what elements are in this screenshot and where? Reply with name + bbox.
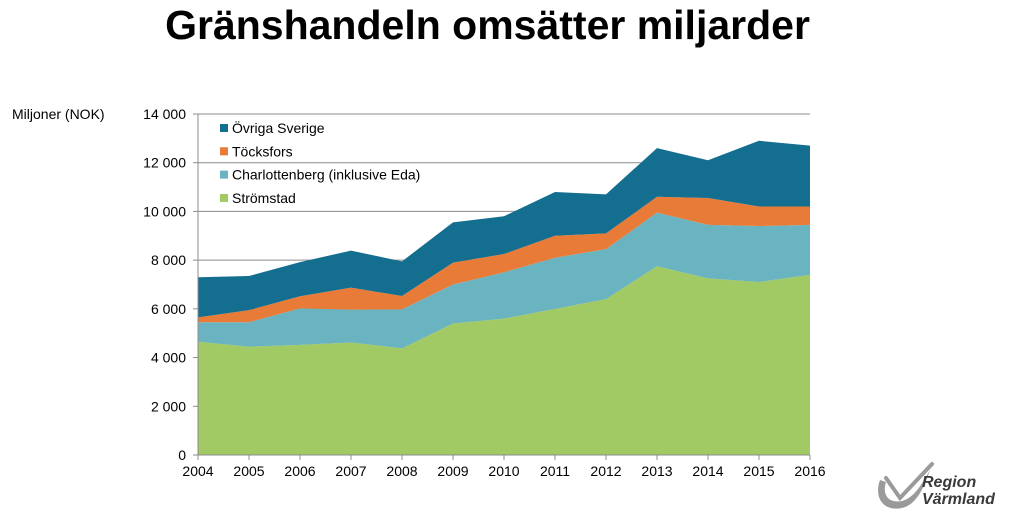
- y-tick-label: 6 000: [151, 301, 186, 317]
- legend-swatch: [220, 193, 228, 202]
- x-tick-label: 2004: [182, 463, 213, 479]
- region-varmland-logo-icon: [878, 462, 934, 509]
- page-title: Gränshandeln omsätter miljarder: [165, 2, 810, 48]
- area-strömstad: [198, 266, 810, 455]
- area-töcksfors: [198, 196, 810, 323]
- area-charlottenberg-inklusive-eda: [198, 212, 810, 349]
- axes: [193, 113, 811, 460]
- x-tick-label: 2011: [540, 463, 570, 479]
- y-tick-label: 4 000: [151, 350, 186, 366]
- y-tick-label: 0: [178, 447, 186, 463]
- legend: Övriga Sverige Töcksfors Charlottenberg (i…: [220, 119, 420, 206]
- legend-label: Töcksfors: [232, 143, 293, 159]
- x-tick-labels: 2004 2005 2006 2007 2008 2009 2010 2011 2012 2013…: [182, 463, 825, 479]
- logo-line-2: Värmland: [922, 491, 995, 508]
- y-tick-labels: 0 2 000 4 000 6 000 8 000 10 000 12 000 14 000: [143, 106, 186, 463]
- area-series: [198, 140, 810, 455]
- y-axis-label: Miljoner (NOK): [12, 106, 105, 122]
- y-tick-label: 8 000: [151, 252, 186, 268]
- x-tick-label: 2014: [692, 463, 723, 479]
- y-tick-label: 12 000: [143, 155, 186, 171]
- x-tick-label: 2012: [590, 463, 621, 479]
- legend-swatch: [220, 124, 228, 132]
- y-tick-label: 14 000: [143, 106, 186, 122]
- y-tick-label: 10 000: [143, 203, 186, 219]
- legend-swatch: [220, 147, 228, 156]
- x-tick-label: 2013: [641, 463, 672, 479]
- logo-text: Region Värmland: [922, 474, 995, 508]
- legend-swatch: [220, 170, 228, 179]
- x-tick-label: 2007: [335, 463, 366, 479]
- x-tick-label: 2010: [488, 463, 519, 479]
- legend-label: Charlottenberg (inklusive Eda): [232, 167, 420, 183]
- legend-label: Övriga Sverige: [232, 119, 325, 136]
- area-övriga-sverige: [198, 140, 810, 318]
- x-tick-label: 2016: [794, 463, 825, 479]
- legend-label: Strömstad: [232, 190, 296, 206]
- x-tick-label: 2008: [386, 463, 417, 479]
- x-tick-label: 2015: [743, 463, 774, 479]
- x-tick-label: 2006: [284, 463, 315, 479]
- x-tick-label: 2009: [437, 463, 468, 479]
- y-tick-label: 2 000: [151, 398, 186, 414]
- x-tick-label: 2005: [233, 463, 264, 479]
- logo-line-1: Region: [922, 474, 977, 491]
